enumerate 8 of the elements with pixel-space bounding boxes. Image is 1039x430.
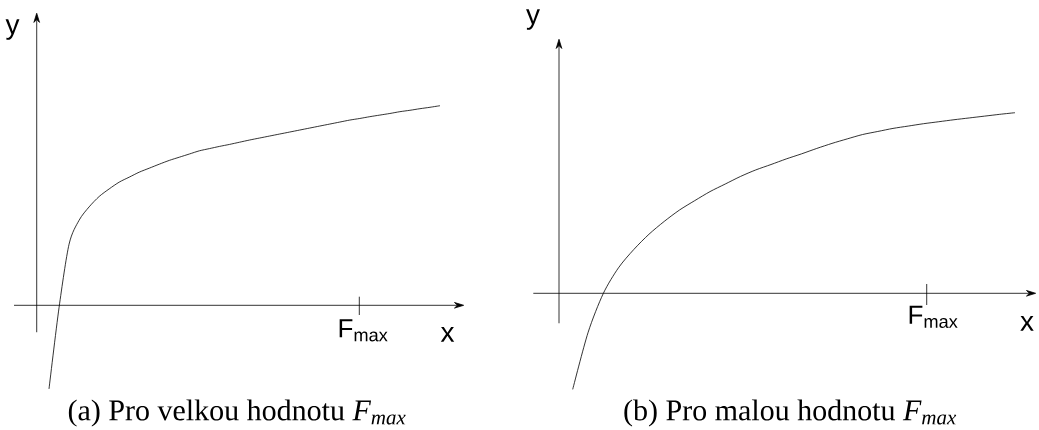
x-axis-title: x (1020, 315, 1034, 331)
annotation: F$_{max}$ (339, 319, 388, 342)
x-axis-title: x (440, 326, 455, 342)
text: (a) Pro velkou hodnotu F$_{max}$ (68, 399, 406, 427)
y-axis-title: y (5, 19, 20, 40)
annotation: F$_{max}$ (909, 305, 958, 328)
text: (b) Pro malou hodnotu F$_{max}$ (624, 399, 957, 427)
y-axis-title: y (526, 9, 540, 30)
